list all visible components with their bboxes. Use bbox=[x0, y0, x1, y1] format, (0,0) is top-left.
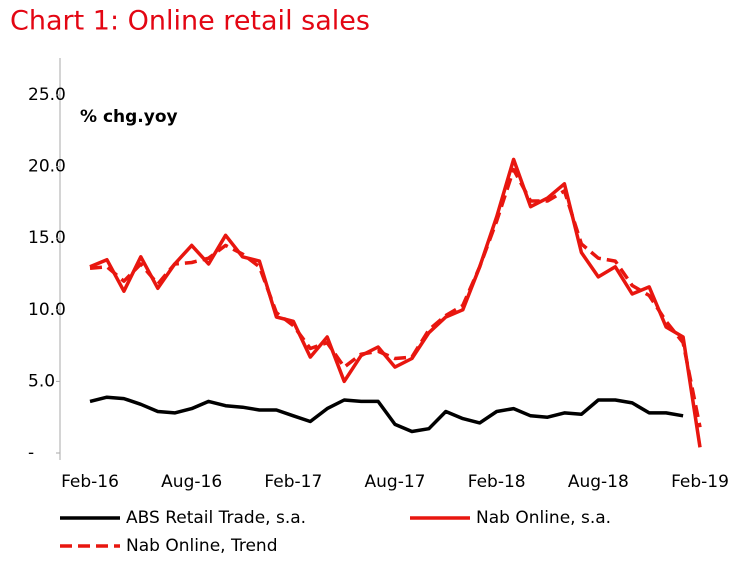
y-tick-label: 10.0 bbox=[28, 300, 66, 320]
legend-label: ABS Retail Trade, s.a. bbox=[126, 508, 306, 528]
x-tick-label: Feb-17 bbox=[264, 472, 322, 492]
line-series bbox=[89, 395, 684, 434]
x-tick-label: Aug-18 bbox=[568, 472, 629, 492]
y-tick-label: 15.0 bbox=[28, 228, 66, 248]
y-tick-label: 5.0 bbox=[28, 371, 55, 391]
y-tick-label: 20.0 bbox=[28, 157, 66, 177]
line-series bbox=[89, 157, 702, 448]
y-tick-label: - bbox=[28, 443, 34, 463]
x-tick-label: Aug-17 bbox=[365, 472, 426, 492]
x-tick-label: Aug-16 bbox=[161, 472, 222, 492]
line-series bbox=[89, 167, 702, 428]
annotation: % chg.yoy bbox=[80, 107, 178, 127]
legend-label: Nab Online, Trend bbox=[126, 536, 278, 556]
x-tick-label: Feb-16 bbox=[61, 472, 119, 492]
x-tick-label: Feb-19 bbox=[671, 472, 729, 492]
y-tick-label: 25.0 bbox=[28, 85, 66, 105]
legend-label: Nab Online, s.a. bbox=[476, 508, 611, 528]
x-tick-label: Feb-18 bbox=[468, 472, 526, 492]
chart-title: Chart 1: Online retail sales bbox=[10, 6, 370, 37]
